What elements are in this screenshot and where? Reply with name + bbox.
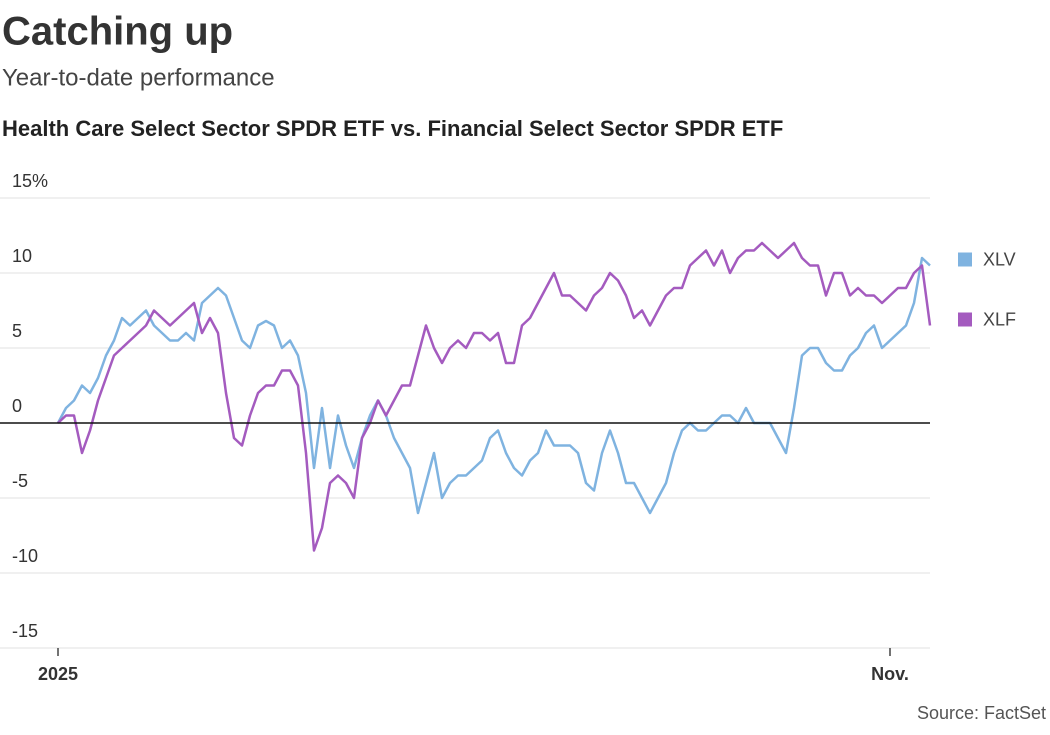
y-tick-label: 5 — [12, 321, 22, 341]
chart-subtitle: Year-to-date performance — [2, 64, 275, 91]
chart-heading: Health Care Select Sector SPDR ETF vs. F… — [2, 116, 783, 141]
y-tick-label: 0 — [12, 396, 22, 416]
y-tick-label: 15% — [12, 171, 48, 191]
y-tick-label: -5 — [12, 471, 28, 491]
legend-label: XLV — [983, 249, 1016, 269]
source-note: Source: FactSet — [917, 703, 1046, 723]
y-tick-label: -10 — [12, 546, 38, 566]
series-line — [57, 241, 932, 552]
legend-label: XLF — [983, 309, 1016, 329]
chart-title: Catching up — [2, 10, 233, 54]
y-tick-label: -15 — [12, 621, 38, 641]
legend-swatch — [958, 252, 972, 267]
legend-swatch — [958, 312, 972, 327]
x-tick-label: Nov. — [871, 664, 909, 684]
x-tick-label: 2025 — [38, 664, 78, 684]
series-line — [56, 256, 931, 515]
y-tick-label: 10 — [12, 246, 32, 266]
